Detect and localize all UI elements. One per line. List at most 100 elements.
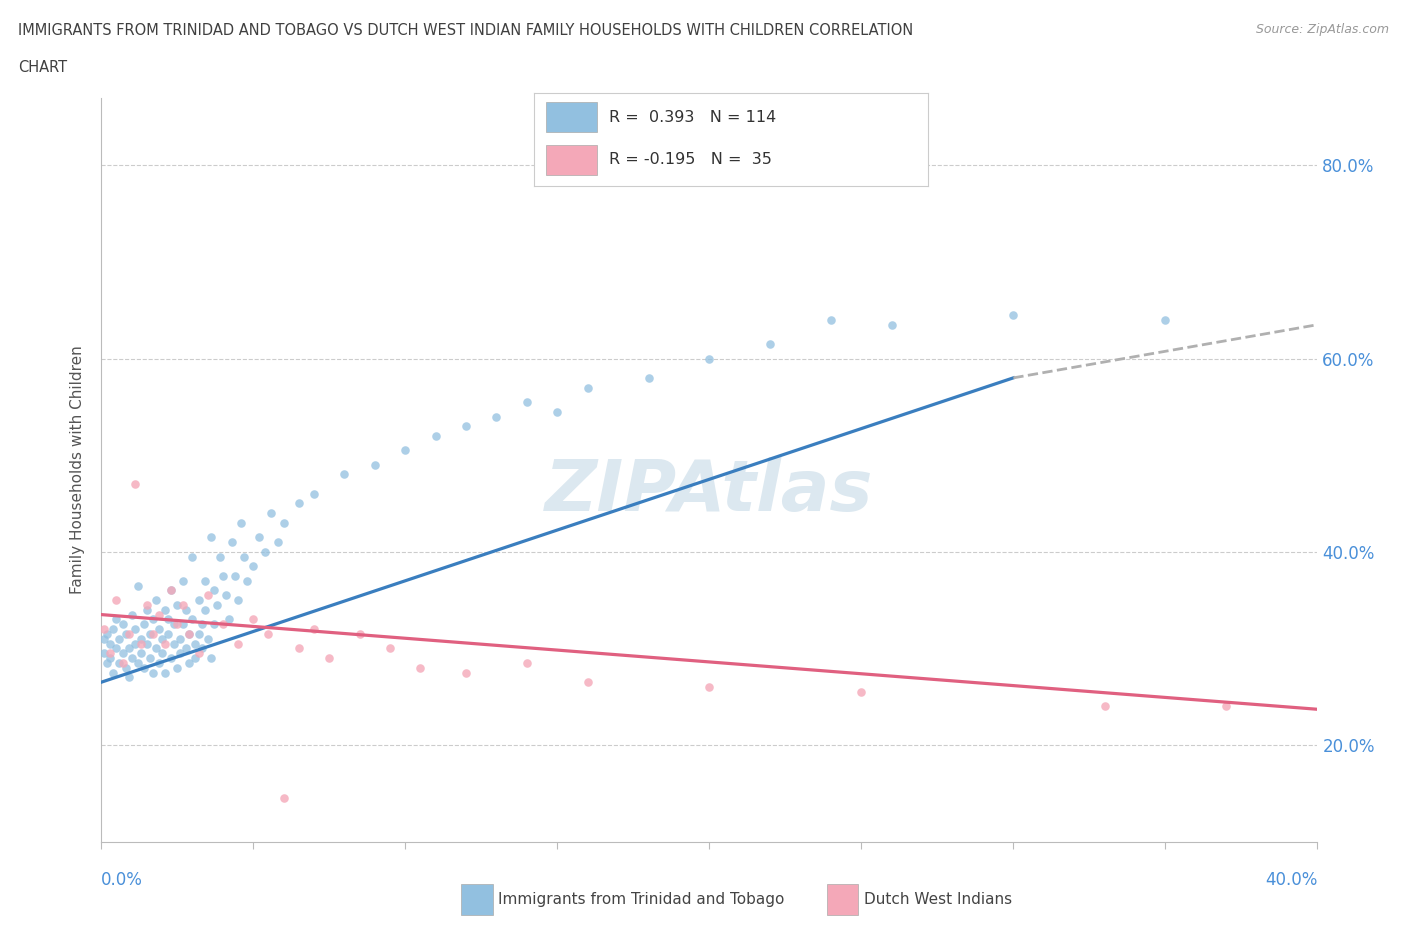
Point xyxy=(215,588,238,603)
Point xyxy=(98,651,121,666)
Point xyxy=(117,627,139,642)
Point xyxy=(218,612,240,627)
Point xyxy=(759,337,782,352)
Text: R =  0.393   N = 114: R = 0.393 N = 114 xyxy=(609,110,776,125)
Point xyxy=(516,394,538,409)
Point xyxy=(456,418,478,433)
Text: R = -0.195   N =  35: R = -0.195 N = 35 xyxy=(609,153,772,167)
Point xyxy=(163,636,186,651)
Point xyxy=(93,645,115,660)
Point xyxy=(302,621,325,636)
Point xyxy=(129,636,152,651)
Point xyxy=(378,641,401,656)
Point xyxy=(103,665,125,680)
FancyBboxPatch shape xyxy=(546,145,598,175)
Y-axis label: Family Households with Children: Family Households with Children xyxy=(70,345,86,594)
Point xyxy=(187,592,209,607)
Point xyxy=(127,578,149,593)
Point xyxy=(160,583,183,598)
Point xyxy=(266,535,288,550)
Point xyxy=(132,617,155,631)
Point xyxy=(111,656,134,671)
Point xyxy=(1154,312,1177,327)
Point xyxy=(851,684,873,699)
Text: 40.0%: 40.0% xyxy=(1265,871,1317,889)
Point xyxy=(117,641,139,656)
Point xyxy=(205,597,228,612)
Point xyxy=(273,790,295,805)
Point xyxy=(208,550,231,565)
Point xyxy=(197,588,219,603)
Point xyxy=(132,660,155,675)
Point xyxy=(105,612,128,627)
Point xyxy=(456,665,478,680)
Point xyxy=(129,645,152,660)
Point xyxy=(142,665,165,680)
Point xyxy=(409,660,432,675)
Point xyxy=(153,603,176,618)
Point xyxy=(153,636,176,651)
Point xyxy=(124,636,146,651)
Point xyxy=(226,592,249,607)
Point xyxy=(169,631,191,646)
Point xyxy=(425,429,447,444)
Point xyxy=(179,627,201,642)
Point xyxy=(576,380,599,395)
Point xyxy=(111,617,134,631)
Point xyxy=(93,621,115,636)
Point xyxy=(880,317,903,332)
Point xyxy=(148,621,170,636)
Point xyxy=(181,612,204,627)
Point xyxy=(103,621,125,636)
Point xyxy=(153,665,176,680)
Point xyxy=(135,597,157,612)
Point xyxy=(172,597,194,612)
Point xyxy=(145,592,167,607)
Point xyxy=(226,636,249,651)
Point xyxy=(179,656,201,671)
Point xyxy=(820,312,842,327)
Point xyxy=(176,603,198,618)
Point xyxy=(139,627,162,642)
Point xyxy=(187,627,209,642)
FancyBboxPatch shape xyxy=(827,884,858,915)
Point xyxy=(105,641,128,656)
Point xyxy=(166,597,188,612)
Point xyxy=(288,496,311,511)
Point xyxy=(124,477,146,492)
Point xyxy=(114,660,136,675)
Point xyxy=(260,506,283,521)
Point xyxy=(157,627,180,642)
Point xyxy=(318,651,340,666)
Point xyxy=(197,631,219,646)
Point xyxy=(333,467,356,482)
Point xyxy=(148,656,170,671)
Text: ZIPAtlas: ZIPAtlas xyxy=(546,458,873,526)
Text: Dutch West Indians: Dutch West Indians xyxy=(863,892,1012,908)
Point xyxy=(166,617,188,631)
Point xyxy=(117,670,139,684)
Point xyxy=(349,627,371,642)
Point xyxy=(200,530,222,545)
Point xyxy=(394,443,416,458)
Point xyxy=(129,631,152,646)
Text: Source: ZipAtlas.com: Source: ZipAtlas.com xyxy=(1256,23,1389,36)
Point xyxy=(179,627,201,642)
Point xyxy=(172,573,194,588)
Point xyxy=(181,550,204,565)
Point xyxy=(202,583,225,598)
Point xyxy=(221,535,243,550)
Point xyxy=(194,573,217,588)
Point xyxy=(200,651,222,666)
Point xyxy=(111,645,134,660)
Point xyxy=(364,458,387,472)
Text: 0.0%: 0.0% xyxy=(101,871,143,889)
Point xyxy=(184,651,207,666)
Point xyxy=(114,627,136,642)
Point xyxy=(212,568,235,583)
Text: Immigrants from Trinidad and Tobago: Immigrants from Trinidad and Tobago xyxy=(498,892,785,908)
Point xyxy=(105,592,128,607)
Point xyxy=(247,530,270,545)
Point xyxy=(160,583,183,598)
Point xyxy=(145,641,167,656)
